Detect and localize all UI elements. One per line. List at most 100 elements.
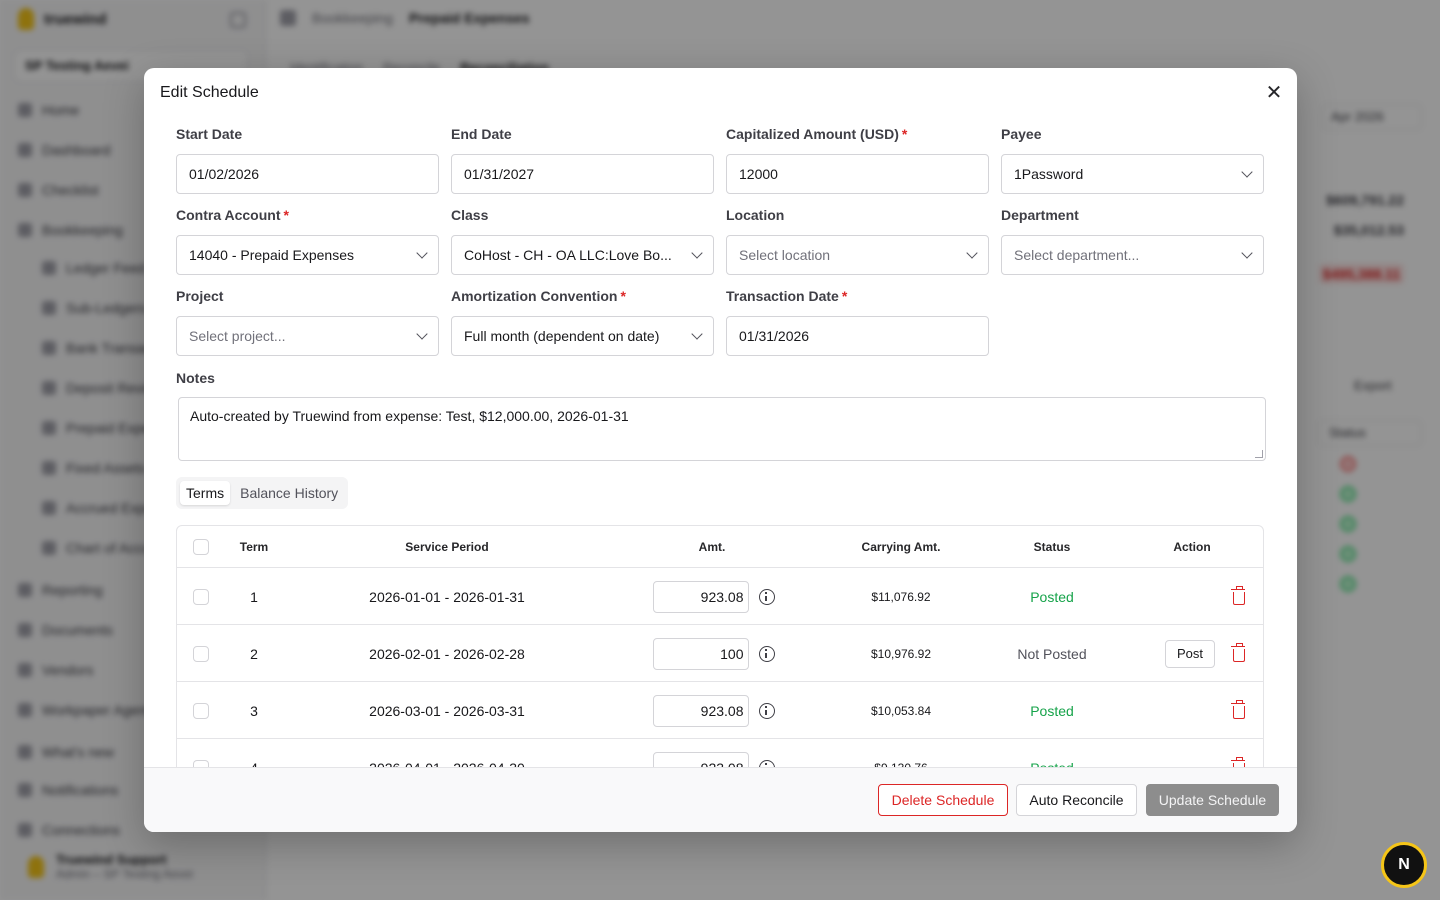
export-button[interactable]: Export — [1354, 378, 1392, 393]
sidebar-item[interactable]: Checklist — [18, 182, 99, 198]
tab-balance-history[interactable]: Balance History — [240, 485, 339, 501]
amt-cell: 100 — [651, 625, 776, 682]
department-select[interactable]: Select department... — [1001, 235, 1264, 275]
nav-icon — [42, 261, 56, 275]
capitalized-amount-field: Capitalized Amount (USD) * 12000 — [726, 126, 989, 194]
sidebar-item[interactable]: Notifications — [18, 782, 118, 798]
sidebar-item[interactable]: Sub-Ledgers — [42, 300, 146, 316]
location-label: Location — [726, 207, 785, 223]
end-date-input[interactable]: 01/31/2027 — [451, 154, 714, 194]
sidebar-item[interactable]: Connections — [18, 822, 120, 838]
amortization-convention-label: Amortization Convention * — [451, 288, 626, 304]
update-schedule-button[interactable]: Update Schedule — [1146, 784, 1279, 816]
transaction-date-input[interactable]: 01/31/2026 — [726, 316, 989, 356]
delete-schedule-button[interactable]: Delete Schedule — [878, 784, 1008, 816]
user-profile[interactable]: Truewind Support Admin – SP Testing Aeve… — [28, 852, 193, 881]
payee-field: Payee 1Password — [1001, 126, 1264, 194]
terms-table: Term Service Period Amt. Carrying Amt. S… — [176, 525, 1264, 825]
row-select-cell — [193, 625, 209, 682]
row-checkbox[interactable] — [193, 588, 209, 605]
project-field: Project Select project... — [176, 288, 439, 356]
sidebar-collapse-icon[interactable] — [230, 12, 246, 28]
required-marker: * — [620, 288, 626, 304]
start-date-input[interactable]: 01/02/2026 — [176, 154, 439, 194]
capitalized-amount-label: Capitalized Amount (USD) * — [726, 126, 908, 142]
payee-select[interactable]: 1Password — [1001, 154, 1264, 194]
resize-handle-icon[interactable] — [1255, 450, 1263, 458]
chevron-down-icon — [691, 328, 703, 340]
header-carrying-amt: Carrying Amt. — [861, 540, 941, 554]
sidebar-item[interactable]: Workpaper Agent — [18, 702, 150, 718]
summary-amount-negative: $495,388.11 — [1318, 264, 1404, 284]
notes-textarea[interactable]: Auto-created by Truewind from expense: T… — [178, 397, 1266, 461]
capitalized-amount-input[interactable]: 12000 — [726, 154, 989, 194]
amt-input[interactable]: 923.08 — [652, 694, 749, 727]
app-name: truewind — [44, 10, 107, 28]
status-dot-icon — [1340, 546, 1356, 562]
status-dot-icon — [1340, 516, 1356, 532]
trash-icon[interactable] — [1231, 699, 1245, 719]
org-selector[interactable]: SP Testing Aevei — [14, 50, 248, 82]
close-icon[interactable]: ✕ — [1265, 81, 1283, 104]
status-filter[interactable]: Status — [1318, 420, 1422, 446]
class-select[interactable]: CoHost - CH - OA LLC:Love Bo... — [451, 235, 714, 275]
term-number: 3 — [250, 702, 258, 719]
user-role: Admin – SP Testing Aevei — [56, 867, 193, 881]
table-row: 2 2026-02-01 - 2026-02-28 100 $10,976.92 Not… — [177, 625, 1263, 682]
dev-tools-badge[interactable]: N — [1381, 842, 1427, 888]
required-marker: * — [841, 288, 848, 304]
post-cell: Post — [1165, 625, 1215, 682]
edit-schedule-dialog: Edit Schedule ✕ Start Date 01/02/2026 En… — [144, 68, 1297, 832]
amortization-convention-select[interactable]: Full month (dependent on date) — [451, 316, 714, 356]
class-field: Class CoHost - CH - OA LLC:Love Bo... — [451, 207, 714, 275]
auto-reconcile-button[interactable]: Auto Reconcile — [1016, 784, 1137, 816]
sidebar-item[interactable]: Deposit Review — [42, 380, 163, 396]
amt-input[interactable]: 923.08 — [652, 580, 749, 613]
nav-icon — [42, 341, 56, 355]
info-icon[interactable] — [758, 702, 775, 719]
amt-input[interactable]: 100 — [652, 637, 749, 670]
sidebar-item[interactable]: Ledger Feed — [42, 260, 145, 276]
table-header: Term Service Period Amt. Carrying Amt. S… — [177, 526, 1263, 568]
sidebar-item-label: Vendors — [42, 662, 94, 678]
carrying-amount: $10,976.92 — [870, 646, 932, 661]
sidebar-item[interactable]: Vendors — [18, 662, 93, 678]
status-text: Posted — [1030, 702, 1074, 719]
sidebar-item[interactable]: Home — [18, 102, 79, 118]
summary-amount: $35,012.53 — [1333, 222, 1404, 238]
row-checkbox[interactable] — [193, 645, 209, 662]
info-icon[interactable] — [758, 645, 775, 662]
info-icon[interactable] — [758, 588, 775, 605]
post-button[interactable]: Post — [1165, 639, 1215, 668]
transaction-date-label: Transaction Date * — [726, 288, 848, 304]
sidebar-item[interactable]: Reporting — [18, 582, 103, 598]
schedule-tabs: Terms Balance History — [176, 477, 349, 509]
sidebar-item[interactable]: What's new — [18, 744, 114, 760]
month-picker[interactable]: Apr 2026 — [1322, 104, 1422, 130]
status-dot-icon — [1340, 486, 1356, 502]
tab-terms[interactable]: Terms — [180, 481, 231, 505]
start-date-label: Start Date — [176, 126, 243, 142]
home-icon[interactable] — [280, 10, 296, 26]
sidebar-item-label: Documents — [42, 622, 113, 638]
select-all-checkbox[interactable] — [193, 539, 209, 555]
sidebar-item[interactable]: Dashboard — [18, 142, 111, 158]
nav-icon — [18, 783, 32, 797]
location-select[interactable]: Select location — [726, 235, 989, 275]
transaction-date-field: Transaction Date * 01/31/2026 — [726, 288, 989, 356]
trash-icon[interactable] — [1231, 642, 1245, 662]
breadcrumb-bookkeeping[interactable]: Bookkeeping — [312, 10, 393, 26]
sidebar-item[interactable]: Documents — [18, 622, 113, 638]
row-checkbox[interactable] — [193, 702, 209, 719]
trash-icon[interactable] — [1231, 585, 1245, 605]
delete-cell — [1231, 568, 1247, 625]
header-amt: Amt. — [698, 540, 726, 554]
contra-account-select[interactable]: 14040 - Prepaid Expenses — [176, 235, 439, 275]
status-text: Posted — [1030, 588, 1074, 605]
sidebar-item-label: Sub-Ledgers — [66, 300, 147, 316]
sidebar-item[interactable]: Bookkeeping — [18, 222, 123, 238]
sidebar-item-label: Checklist — [42, 182, 99, 198]
nav-icon — [18, 623, 32, 637]
project-select[interactable]: Select project... — [176, 316, 439, 356]
sidebar-item[interactable]: Fixed Assets — [42, 460, 145, 476]
